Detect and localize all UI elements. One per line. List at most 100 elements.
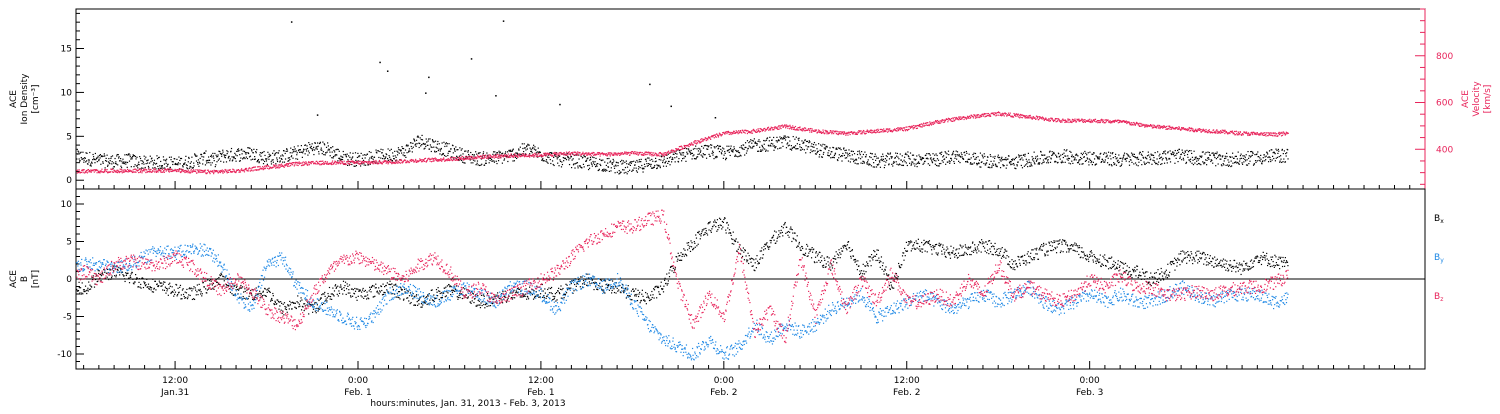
density-point <box>856 163 857 164</box>
velocity-point <box>738 130 739 131</box>
density-point <box>151 158 152 159</box>
density-point <box>143 162 144 163</box>
velocity-point <box>933 121 934 122</box>
velocity-point <box>339 162 340 163</box>
velocity-point <box>145 172 146 173</box>
velocity-point <box>827 131 828 132</box>
velocity-point <box>1037 116 1038 117</box>
density-point <box>187 168 188 169</box>
density-point <box>827 152 828 153</box>
density-point <box>686 148 687 149</box>
density-point <box>1239 164 1240 165</box>
density-point <box>365 157 366 158</box>
density-point <box>752 140 753 141</box>
velocity-point <box>634 153 635 154</box>
density-point <box>432 140 433 141</box>
density-point <box>1264 154 1265 155</box>
density-point <box>444 146 445 147</box>
density-point <box>982 156 983 157</box>
density-point <box>380 149 381 150</box>
velocity-point <box>708 137 709 138</box>
density-point <box>614 168 615 169</box>
velocity-point <box>596 154 597 155</box>
velocity-point <box>912 127 913 128</box>
density-point <box>594 164 595 165</box>
density-point <box>1083 153 1084 154</box>
density-point <box>894 162 895 163</box>
density-point <box>1262 160 1263 161</box>
density-point <box>620 172 621 173</box>
density-point <box>644 164 645 165</box>
density-point <box>1158 161 1159 162</box>
top-ytick-label: 15 <box>61 45 72 55</box>
density-point <box>720 146 721 147</box>
density-point <box>853 161 854 162</box>
velocity-point <box>401 160 402 161</box>
density-point <box>900 153 901 154</box>
density-point <box>251 150 252 151</box>
density-point <box>723 155 724 156</box>
density-point <box>883 156 884 157</box>
density-point <box>227 151 228 152</box>
velocity-point <box>610 152 611 153</box>
density-point <box>1074 157 1075 158</box>
velocity-point <box>724 133 725 134</box>
density-point <box>437 141 438 142</box>
velocity-point <box>1052 120 1053 121</box>
velocity-point <box>874 130 875 131</box>
velocity-point <box>922 124 923 125</box>
density-point <box>455 146 456 147</box>
density-point <box>993 156 994 157</box>
density-point <box>623 169 624 170</box>
density-point <box>321 148 322 149</box>
density-point <box>943 162 944 163</box>
top-x-ticks <box>84 181 1410 189</box>
velocity-point <box>323 164 324 165</box>
density-point <box>1280 155 1281 156</box>
velocity-point <box>468 156 469 157</box>
velocity-point <box>533 156 534 157</box>
velocity-point <box>209 172 210 173</box>
density-point <box>953 151 954 152</box>
velocity-point <box>609 152 610 153</box>
density-point <box>318 153 319 154</box>
density-point <box>1257 151 1258 152</box>
density-point <box>988 166 989 167</box>
velocity-point <box>714 137 715 138</box>
velocity-point <box>106 169 107 170</box>
density-point <box>486 152 487 153</box>
density-point <box>523 151 524 152</box>
velocity-point <box>563 154 564 155</box>
velocity-point <box>905 130 906 131</box>
density-point <box>696 148 697 149</box>
velocity-point <box>789 125 790 126</box>
velocity-point <box>931 124 932 125</box>
density-point <box>852 154 853 155</box>
density-point <box>558 165 559 166</box>
velocity-point <box>805 128 806 129</box>
velocity-point <box>959 118 960 119</box>
density-point <box>1269 157 1270 158</box>
density-point <box>683 158 684 159</box>
density-point <box>809 140 810 141</box>
density-point <box>1154 162 1155 163</box>
velocity-point <box>665 152 666 153</box>
density-point <box>448 143 449 144</box>
density-point <box>127 162 128 163</box>
velocity-point <box>983 116 984 117</box>
density-point <box>761 151 762 152</box>
density-point <box>771 143 772 144</box>
density-point <box>1111 165 1112 166</box>
density-point <box>873 162 874 163</box>
density-point <box>845 157 846 158</box>
density-point <box>547 163 548 164</box>
density-point <box>794 139 795 140</box>
density-point <box>259 154 260 155</box>
density-point <box>723 148 724 149</box>
velocity-point <box>832 130 833 131</box>
density-point <box>1157 164 1158 165</box>
velocity-point <box>845 135 846 136</box>
density-point <box>500 152 501 153</box>
density-point <box>656 161 657 162</box>
velocity-point <box>586 152 587 153</box>
